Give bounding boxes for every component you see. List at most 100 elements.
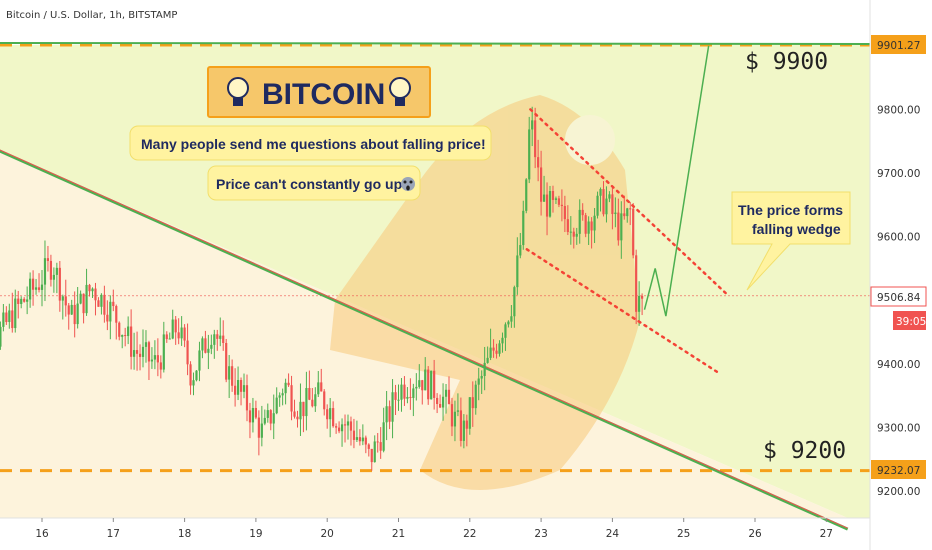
candle-body — [302, 401, 305, 417]
candle-body — [186, 340, 189, 365]
candle-body — [545, 194, 549, 217]
candle-body — [156, 355, 159, 363]
x-tick-label: 24 — [606, 528, 620, 540]
candle-body — [17, 298, 20, 304]
candle-body — [49, 260, 53, 280]
x-tick-label: 19 — [249, 528, 262, 540]
candle-body — [593, 215, 596, 231]
candle-body — [563, 206, 566, 220]
candle-body — [311, 399, 314, 407]
candle-body — [620, 213, 623, 241]
candle-body — [242, 385, 246, 392]
candle-body — [352, 430, 356, 440]
candle-body — [519, 245, 522, 256]
candle-body — [370, 448, 373, 463]
candle-body — [121, 335, 124, 337]
candle-body — [144, 342, 148, 347]
candle-body — [385, 406, 388, 423]
candle-body — [183, 327, 186, 341]
candle-body — [323, 391, 326, 410]
candle-body — [106, 314, 109, 322]
candle-body — [430, 370, 433, 400]
candle-body — [177, 332, 180, 339]
candle-body — [138, 353, 142, 357]
candles — [0, 106, 644, 471]
screaming-face-icon — [401, 177, 415, 191]
x-tick-label: 20 — [321, 528, 334, 540]
candle-body — [210, 344, 213, 349]
candle-body — [483, 362, 486, 376]
candle-body — [23, 298, 26, 302]
candle-body — [382, 422, 385, 451]
candle-body — [64, 296, 67, 306]
candle-body — [335, 426, 338, 428]
candle-body — [537, 157, 540, 168]
candle-body — [34, 287, 38, 290]
candle-body — [391, 392, 394, 422]
y-tick-label: 9700.00 — [877, 168, 920, 180]
x-tick-label: 16 — [35, 528, 49, 540]
candle-body — [412, 388, 415, 398]
candle-body — [112, 301, 115, 307]
candle-body — [367, 444, 370, 449]
x-tick-label: 23 — [534, 528, 547, 540]
candle-body — [447, 389, 451, 405]
candle-body — [165, 334, 168, 340]
candle-body — [115, 306, 118, 323]
candle-body — [219, 335, 222, 339]
candle-body — [444, 389, 448, 397]
descending-trendline — [0, 149, 849, 531]
note-bubble-cant-go-up: Price can't constantly go up — [207, 165, 421, 201]
candle-body — [421, 380, 424, 391]
candle-body — [516, 255, 519, 288]
note-bubble-falling-wedge: The price forms falling wedge — [731, 191, 851, 291]
candle-body — [477, 378, 480, 385]
candle-body — [29, 278, 32, 300]
candle-body — [2, 312, 5, 327]
candle-body — [531, 120, 534, 130]
candle-body — [189, 364, 192, 386]
candle-body — [590, 221, 593, 231]
candle-body — [608, 194, 611, 199]
candle-body — [231, 366, 234, 386]
target-high-label: $ 9900 — [745, 49, 828, 75]
candle-body — [358, 437, 361, 442]
candle-body — [43, 258, 47, 285]
banner-title: BITCOIN — [262, 78, 385, 111]
horizontal-levels — [0, 41, 871, 473]
candle-body — [257, 417, 260, 438]
candle-body — [641, 295, 644, 299]
candle-body — [287, 382, 290, 386]
y-tick-label: 9300.00 — [877, 422, 920, 434]
candle-body — [195, 370, 198, 381]
support-price-tag: 9232.07 — [871, 460, 926, 479]
candle-body — [91, 288, 94, 292]
candle-body — [418, 380, 421, 387]
resistance-price-label: 9901.27 — [877, 40, 920, 52]
projection-polyline — [643, 45, 710, 317]
candle-body — [540, 167, 543, 202]
candle-body — [88, 284, 91, 292]
falling-wedge — [525, 108, 728, 375]
candle-body — [320, 382, 323, 392]
candle-body — [37, 287, 41, 290]
candle-body — [168, 338, 171, 340]
candle-body — [581, 209, 584, 216]
candle-body — [82, 293, 85, 314]
symbol-header: Bitcoin / U.S. Dollar, 1h, BITSTAMP — [6, 10, 177, 21]
candle-body — [450, 404, 454, 427]
candle-body — [403, 384, 406, 399]
note-wedge-line1: The price forms — [738, 202, 843, 218]
candle-body — [269, 410, 272, 424]
candle-body — [248, 410, 252, 423]
candle-body — [465, 420, 468, 429]
candle-body — [486, 357, 489, 363]
note-bubble-questions: Many people send me questions about fall… — [129, 125, 492, 161]
resistance-price-tag: 9901.27 — [871, 35, 926, 54]
candle-body — [379, 442, 382, 451]
candle-body — [415, 386, 418, 389]
candle-body — [26, 299, 29, 302]
candle-body — [343, 424, 347, 426]
candle-body — [364, 437, 367, 445]
